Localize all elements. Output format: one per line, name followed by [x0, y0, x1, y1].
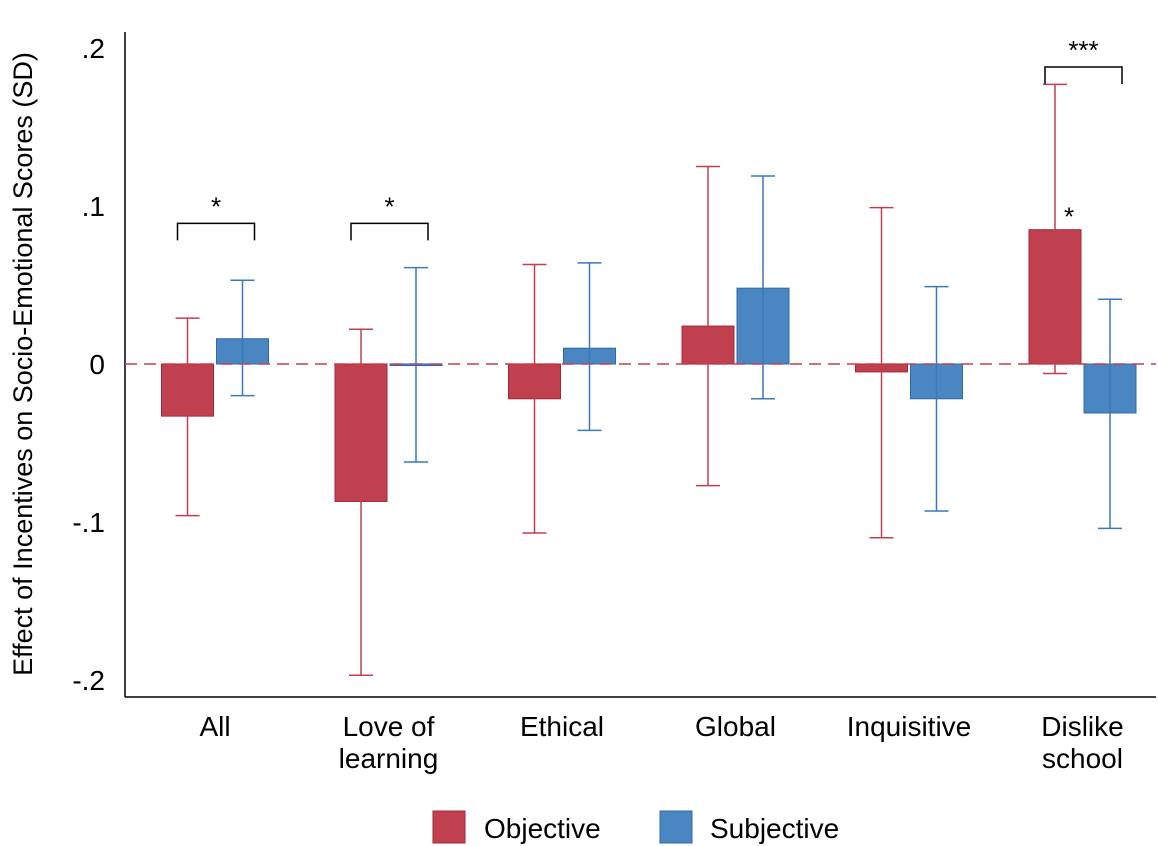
y-tick-label: -.2 — [72, 665, 105, 696]
x-tick-label-line: Love of — [343, 711, 435, 742]
x-tick-label-line: Dislike — [1041, 711, 1123, 742]
significance-bracket — [1044, 66, 1123, 84]
y-tick-label: -.1 — [72, 507, 105, 538]
y-tick-label: .2 — [82, 33, 105, 64]
y-tick-label: .1 — [82, 191, 105, 222]
x-tick-label-line: learning — [339, 743, 439, 774]
y-axis-title: Effect of Incentives on Socio-Emotional … — [8, 52, 38, 676]
x-tick-label: Dislike school — [1041, 711, 1123, 774]
tick-labels: .2 .1 0 -.1 -.2 All Love of learning Ethical Glob… — [72, 33, 1123, 774]
error-bars — [175, 83, 1122, 677]
significance-stars: * — [211, 191, 221, 221]
x-tick-label-line: Ethical — [520, 711, 604, 742]
legend-swatch — [432, 810, 466, 844]
legend: Objective Subjective — [432, 810, 839, 844]
significance-stars: *** — [1068, 35, 1098, 65]
x-tick-label-line: All — [199, 711, 230, 742]
legend-label: Objective — [484, 813, 601, 844]
bars — [161, 229, 1137, 502]
x-tick-label: Ethical — [520, 711, 604, 742]
significance-bracket — [176, 222, 256, 241]
legend-swatch — [659, 810, 693, 844]
x-tick-label: Inquisitive — [847, 711, 972, 742]
bar-significance-star: * — [1064, 202, 1074, 232]
x-tick-label: Global — [695, 711, 776, 742]
x-tick-label-line: Inquisitive — [847, 711, 972, 742]
legend-label: Subjective — [710, 813, 839, 844]
x-tick-label: Love of learning — [339, 711, 439, 774]
x-tick-label: All — [199, 711, 230, 742]
significance-annotations: * ***** — [176, 35, 1123, 241]
x-tick-label-line: Global — [695, 711, 776, 742]
significance-bracket — [350, 222, 429, 241]
x-tick-label-line: school — [1042, 743, 1123, 774]
significance-stars: * — [384, 191, 394, 221]
y-tick-label: 0 — [89, 349, 105, 380]
